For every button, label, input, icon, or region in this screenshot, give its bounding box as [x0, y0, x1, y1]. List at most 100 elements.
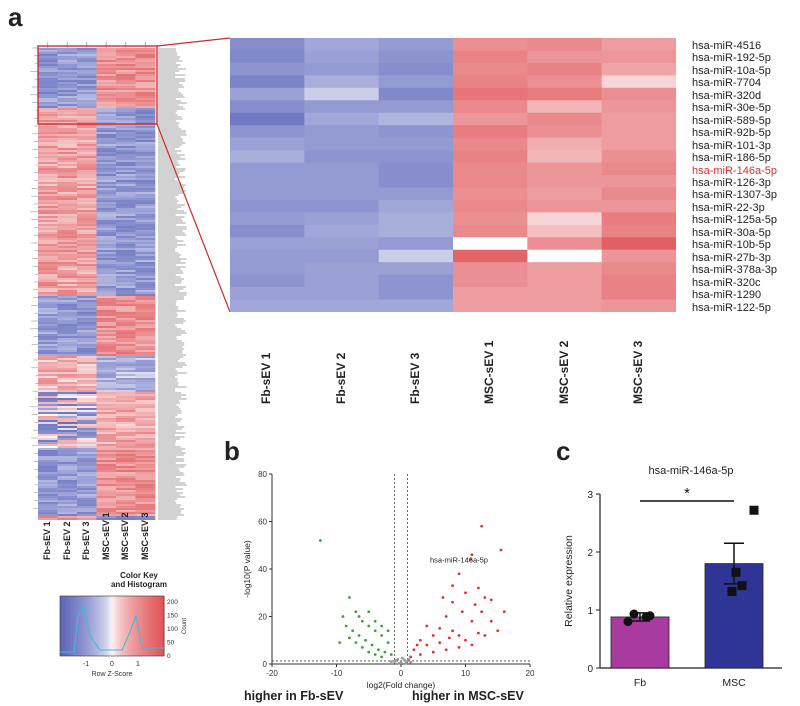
overview-cell [77, 186, 97, 189]
overview-cell [96, 64, 117, 67]
heatmap-cell [230, 75, 305, 89]
overview-cell [57, 488, 78, 491]
color-key-swatch [60, 596, 64, 656]
color-key-swatch [104, 596, 108, 656]
overview-cell [77, 222, 97, 225]
overview-cell [96, 250, 117, 253]
overview-cell [135, 160, 156, 163]
data-point [645, 611, 655, 621]
overview-cell [96, 164, 117, 167]
overview-cell [77, 240, 97, 243]
volcano-point [457, 572, 461, 576]
overview-cell [116, 426, 136, 429]
overview-cell [77, 234, 97, 237]
overview-cell [135, 216, 156, 219]
overview-cell [116, 162, 136, 165]
overview-cell [96, 114, 117, 117]
heatmap-cell [527, 274, 603, 288]
overview-cell [116, 144, 136, 147]
overview-cell [96, 238, 117, 241]
overview-cell [135, 314, 156, 317]
heatmap-cell [304, 125, 380, 139]
overview-cell [57, 62, 78, 65]
overview-cell [116, 82, 136, 85]
overview-cell [96, 390, 117, 393]
overview-cell [57, 200, 78, 203]
overview-cell [57, 126, 78, 129]
overview-cell [38, 356, 58, 359]
overview-cell [96, 350, 117, 353]
overview-cell [77, 150, 97, 153]
overview-cell [38, 54, 58, 57]
overview-cell [116, 476, 136, 479]
overview-cell [57, 390, 78, 393]
overview-cell [38, 474, 58, 477]
overview-cell [38, 362, 58, 365]
overview-cell [57, 378, 78, 381]
overview-cell [135, 66, 156, 69]
overview-cell [77, 148, 97, 151]
overview-cell [38, 400, 58, 403]
overview-cell [96, 258, 117, 261]
overview-cell [38, 86, 58, 89]
color-key-y-tick: 200 [167, 599, 178, 606]
overview-cell [135, 484, 156, 487]
color-key-ylabel: Count [182, 618, 188, 634]
overview-cell [38, 340, 58, 343]
overview-cell [57, 78, 78, 81]
overview-cell [135, 468, 156, 471]
overview-cell [38, 396, 58, 399]
overview-cell [57, 426, 78, 429]
color-key-swatch [99, 596, 103, 656]
overview-cell [57, 96, 78, 99]
overview-cell [135, 504, 156, 507]
overview-cell [77, 504, 97, 507]
overview-cell [135, 414, 156, 417]
overview-cell [135, 294, 156, 297]
overview-cell [77, 314, 97, 317]
overview-cell [57, 220, 78, 223]
overview-cell [135, 516, 156, 519]
overview-cell [77, 232, 97, 235]
overview-cell [96, 290, 117, 293]
heatmap-cell [453, 212, 528, 226]
overview-cell [38, 420, 58, 423]
overview-cell [135, 390, 156, 393]
overview-cell [135, 438, 156, 441]
overview-cell [57, 416, 78, 419]
overview-cell [38, 222, 58, 225]
overview-cell [96, 266, 117, 269]
overview-cell [96, 294, 117, 297]
overview-cell [38, 98, 58, 101]
heatmap-cell [453, 125, 528, 139]
overview-cell [116, 288, 136, 291]
overview-cell [38, 258, 58, 261]
overview-cell [57, 320, 78, 323]
overview-cell [77, 164, 97, 167]
overview-cell [96, 312, 117, 315]
overview-cell [116, 206, 136, 209]
bar [610, 616, 670, 669]
overview-cell [116, 158, 136, 161]
overview-cell [96, 296, 117, 299]
overview-cell [135, 326, 156, 329]
overview-cell [57, 246, 78, 249]
overview-cell [96, 248, 117, 251]
overview-cell [135, 144, 156, 147]
overview-cell [77, 248, 97, 251]
heatmap-cell [378, 237, 454, 251]
volcano-ylabel: -log10(P value) [242, 540, 252, 598]
overview-cell [116, 304, 136, 307]
mirna-label: hsa-miR-1290 [692, 289, 762, 302]
overview-cell [57, 430, 78, 433]
overview-cell [96, 102, 117, 105]
overview-cell [116, 246, 136, 249]
overview-cell [77, 264, 97, 267]
overview-cell [57, 104, 78, 107]
overview-cell [116, 330, 136, 333]
overview-cell [77, 280, 97, 283]
overview-cell [96, 486, 117, 489]
overview-cell [135, 366, 156, 369]
heatmap-cell [304, 112, 380, 126]
heatmap-cell [304, 274, 380, 288]
